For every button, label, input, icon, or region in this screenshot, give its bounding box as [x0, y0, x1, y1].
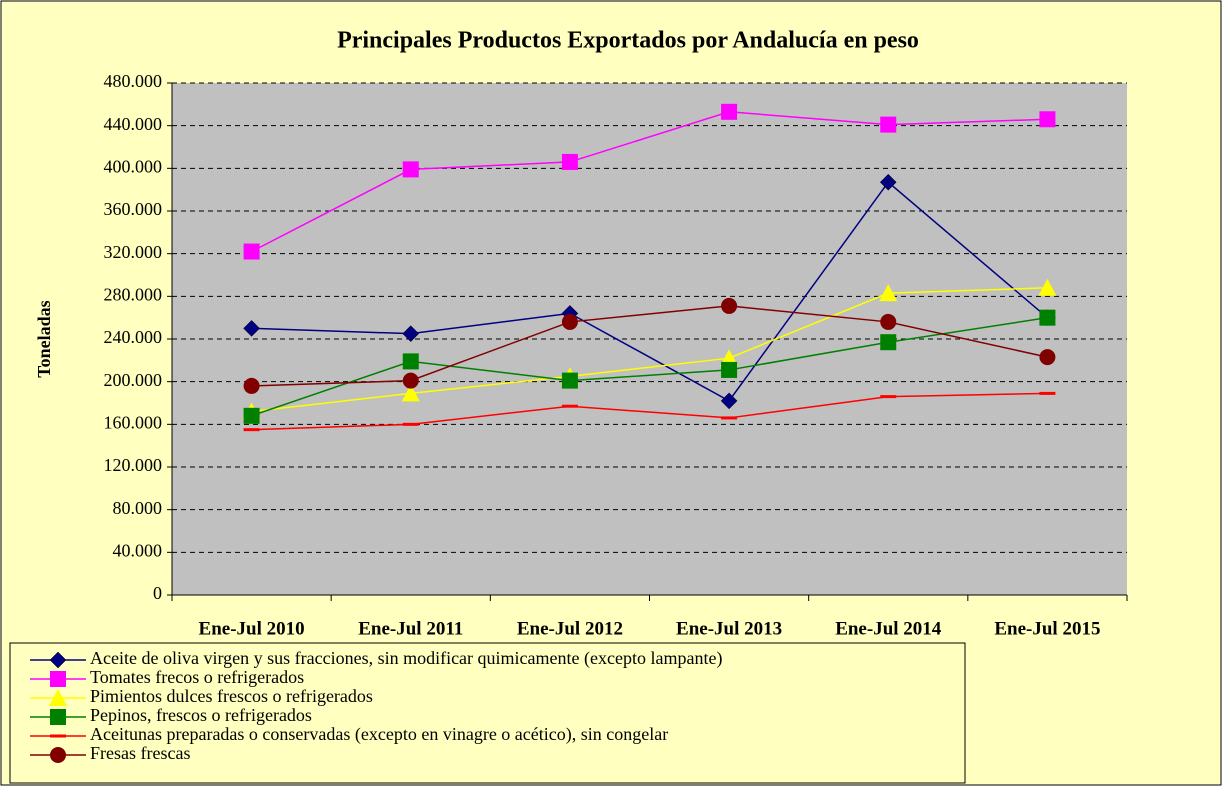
marker	[243, 428, 260, 432]
marker	[402, 353, 419, 370]
y-tick-label: 440.000	[104, 114, 163, 134]
marker	[880, 116, 897, 133]
x-tick-label: Ene-Jul 2012	[517, 618, 623, 639]
marker	[879, 284, 898, 302]
y-tick-label: 240.000	[104, 327, 163, 347]
marker	[1039, 391, 1056, 395]
marker	[50, 671, 66, 687]
y-tick-label: 120.000	[104, 455, 163, 475]
marker	[1038, 278, 1057, 296]
marker	[49, 651, 67, 669]
marker	[561, 153, 578, 170]
marker	[721, 416, 738, 420]
marker	[561, 404, 578, 408]
marker	[402, 161, 419, 178]
y-tick-label: 480.000	[104, 71, 163, 91]
marker	[50, 709, 66, 725]
y-tick-label: 80.000	[113, 498, 163, 518]
marker	[879, 173, 897, 191]
legend-label: Aceite de oliva virgen y sus fracciones,…	[90, 648, 722, 669]
series-line	[251, 316, 1048, 417]
marker	[402, 372, 419, 389]
marker	[243, 377, 260, 394]
y-tick-label: 400.000	[104, 156, 163, 176]
legend-label: Fresas frescas	[90, 743, 190, 763]
y-tick-label: 360.000	[104, 199, 163, 219]
marker	[720, 392, 738, 410]
series-line	[251, 287, 1048, 413]
marker	[561, 313, 578, 330]
marker	[721, 297, 738, 314]
series-line	[251, 392, 1048, 431]
y-tick-label: 160.000	[104, 412, 163, 432]
marker	[1039, 111, 1056, 128]
series-line	[251, 181, 1048, 402]
marker	[243, 319, 260, 337]
marker	[50, 734, 66, 738]
marker	[1039, 349, 1056, 366]
y-axis-label: Toneladas	[34, 300, 54, 377]
y-tick-label: 320.000	[104, 242, 163, 262]
y-tick-label: 280.000	[104, 284, 163, 304]
y-tick-label: 200.000	[104, 370, 163, 390]
series-line	[251, 305, 1048, 387]
marker	[880, 334, 897, 351]
legend-label: Pepinos, frescos o refrigerados	[90, 705, 312, 725]
y-tick-label: 40.000	[113, 540, 163, 560]
marker	[50, 747, 66, 763]
legend-label: Aceitunas preparadas o conservadas (exce…	[90, 724, 668, 745]
legend-label: Tomates frecos o refrigerados	[90, 667, 304, 687]
series-line	[251, 111, 1048, 253]
x-tick-label: Ene-Jul 2010	[199, 618, 305, 639]
marker	[401, 384, 420, 402]
marker	[721, 361, 738, 378]
marker	[49, 689, 67, 706]
marker	[1039, 309, 1056, 326]
marker	[402, 325, 420, 343]
marker	[880, 313, 897, 330]
marker	[721, 103, 738, 120]
x-tick-label: Ene-Jul 2015	[994, 618, 1100, 639]
x-tick-label: Ene-Jul 2014	[835, 618, 942, 639]
x-tick-label: Ene-Jul 2013	[676, 618, 782, 639]
y-tick-label: 0	[153, 583, 162, 603]
legend-label: Pimientos dulces frescos o refrigerados	[90, 686, 373, 706]
marker	[243, 407, 260, 424]
legend-box	[9, 642, 966, 784]
marker	[243, 243, 260, 260]
marker	[561, 372, 578, 389]
marker	[402, 422, 419, 426]
chart-title: Principales Productos Exportados por And…	[337, 28, 919, 54]
marker	[880, 395, 897, 399]
x-tick-label: Ene-Jul 2011	[358, 618, 463, 639]
